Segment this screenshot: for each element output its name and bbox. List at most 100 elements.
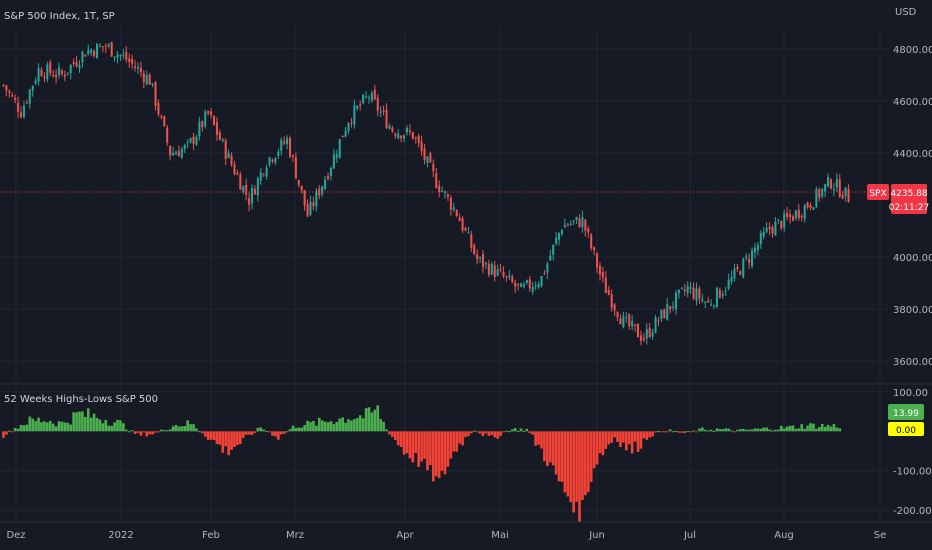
histogram-bar <box>168 429 172 432</box>
candle-body <box>43 76 46 79</box>
candle-body <box>230 155 233 165</box>
histogram-bar <box>534 431 537 446</box>
histogram-bar <box>610 431 613 443</box>
histogram-bar <box>124 429 128 432</box>
candle-body <box>96 43 99 59</box>
candle-body <box>128 58 131 62</box>
indicator-value: 13.99 <box>893 409 919 419</box>
candle-body <box>464 228 467 231</box>
candle-body <box>183 144 186 149</box>
price-tick-label: 3800.00 <box>893 305 932 316</box>
histogram-bar <box>177 426 181 432</box>
histogram-bar <box>268 431 271 433</box>
candle-body <box>558 232 561 240</box>
histogram-bar <box>341 417 344 432</box>
candle-body <box>607 290 610 295</box>
price-axis[interactable]: 4800.00 4600.00 4400.00 4000.00 3800.00 3600.… <box>893 45 932 368</box>
indicator-title[interactable]: 52 Weeks Highs-Lows S&P 500 <box>4 394 158 405</box>
histogram-bar <box>522 430 526 432</box>
candle-body <box>25 102 28 104</box>
histogram-bar <box>66 422 70 432</box>
histogram-bar <box>651 431 654 437</box>
candle-body <box>505 276 508 278</box>
candle-body <box>294 157 297 179</box>
candle-body <box>528 279 531 289</box>
histogram-bar <box>826 424 830 432</box>
histogram-bar <box>408 431 412 459</box>
candle-body <box>812 207 815 210</box>
histogram-bar <box>84 416 87 432</box>
histogram-bar <box>481 431 485 437</box>
candle-body <box>297 179 300 185</box>
candle-body <box>789 214 792 218</box>
histogram-bar <box>253 431 257 433</box>
candle-body <box>458 217 461 222</box>
candle-body <box>283 141 286 144</box>
histogram-bar <box>551 431 555 466</box>
candle-body <box>672 306 675 308</box>
histogram-bar <box>624 431 628 451</box>
time-tick-label: Dez <box>6 530 25 541</box>
candle-body <box>169 145 172 156</box>
candle-body <box>350 122 353 124</box>
candle-body <box>19 112 23 118</box>
histogram-bar <box>28 416 32 432</box>
indicator-tick-label: -200.00 <box>893 506 932 517</box>
histogram-bar <box>531 431 535 435</box>
histogram-bar <box>212 431 216 441</box>
histogram-bar <box>584 431 587 496</box>
histogram-bar <box>405 431 409 454</box>
price-tick-label: 4800.00 <box>893 45 932 56</box>
symbol-title[interactable]: S&P 500 Index, 1T, SP <box>4 11 115 22</box>
histogram-bar <box>648 431 652 438</box>
histogram-bar <box>812 423 815 432</box>
candle-body <box>192 136 195 144</box>
time-axis[interactable]: Dez 2022 Feb Mrz Apr Mai Jun Jul Aug Se <box>6 530 886 541</box>
candle-body <box>31 85 34 91</box>
candle-body <box>674 292 678 310</box>
histogram-bar <box>788 425 792 432</box>
indicator-axis[interactable]: 100.00 -100.00 -200.00 <box>893 388 932 517</box>
histogram-bar <box>692 430 695 432</box>
candle-body <box>40 69 43 76</box>
candle-body <box>707 300 710 303</box>
histogram-bar <box>344 422 347 432</box>
histogram-bar <box>86 408 90 432</box>
histogram-bar <box>633 431 637 442</box>
histogram-bar <box>195 428 198 432</box>
candle-body <box>686 286 689 293</box>
histogram-bar <box>142 431 146 433</box>
candle-body <box>552 244 555 255</box>
candle-body <box>774 221 777 236</box>
candle-body <box>748 258 751 263</box>
candle-body <box>628 314 631 327</box>
candle-body <box>131 58 134 64</box>
candle-body <box>762 232 765 237</box>
candle-body <box>625 316 628 318</box>
histogram-bar <box>750 429 754 432</box>
histogram-bar <box>835 427 839 432</box>
candle-body <box>587 228 590 233</box>
candle-body <box>207 111 210 114</box>
histogram-bar <box>385 429 388 432</box>
histogram-bar <box>396 431 400 446</box>
histogram-bar <box>437 431 441 479</box>
histogram-bar <box>414 431 418 453</box>
candle-body <box>93 50 96 57</box>
candle-body <box>622 316 625 328</box>
indicator-value-badge <box>888 404 924 420</box>
histogram-bar <box>747 429 751 432</box>
candle-body <box>60 70 63 75</box>
histogram-bar <box>537 431 540 445</box>
candle-body <box>765 227 768 232</box>
candle-body <box>660 309 663 320</box>
candle-body <box>329 167 332 176</box>
candle-body <box>221 139 224 141</box>
candle-body <box>824 184 827 192</box>
candle-body <box>303 190 306 206</box>
candle-body <box>745 256 748 258</box>
candle-body <box>72 62 75 64</box>
histogram-bar <box>508 431 511 433</box>
candle-body <box>721 293 724 296</box>
